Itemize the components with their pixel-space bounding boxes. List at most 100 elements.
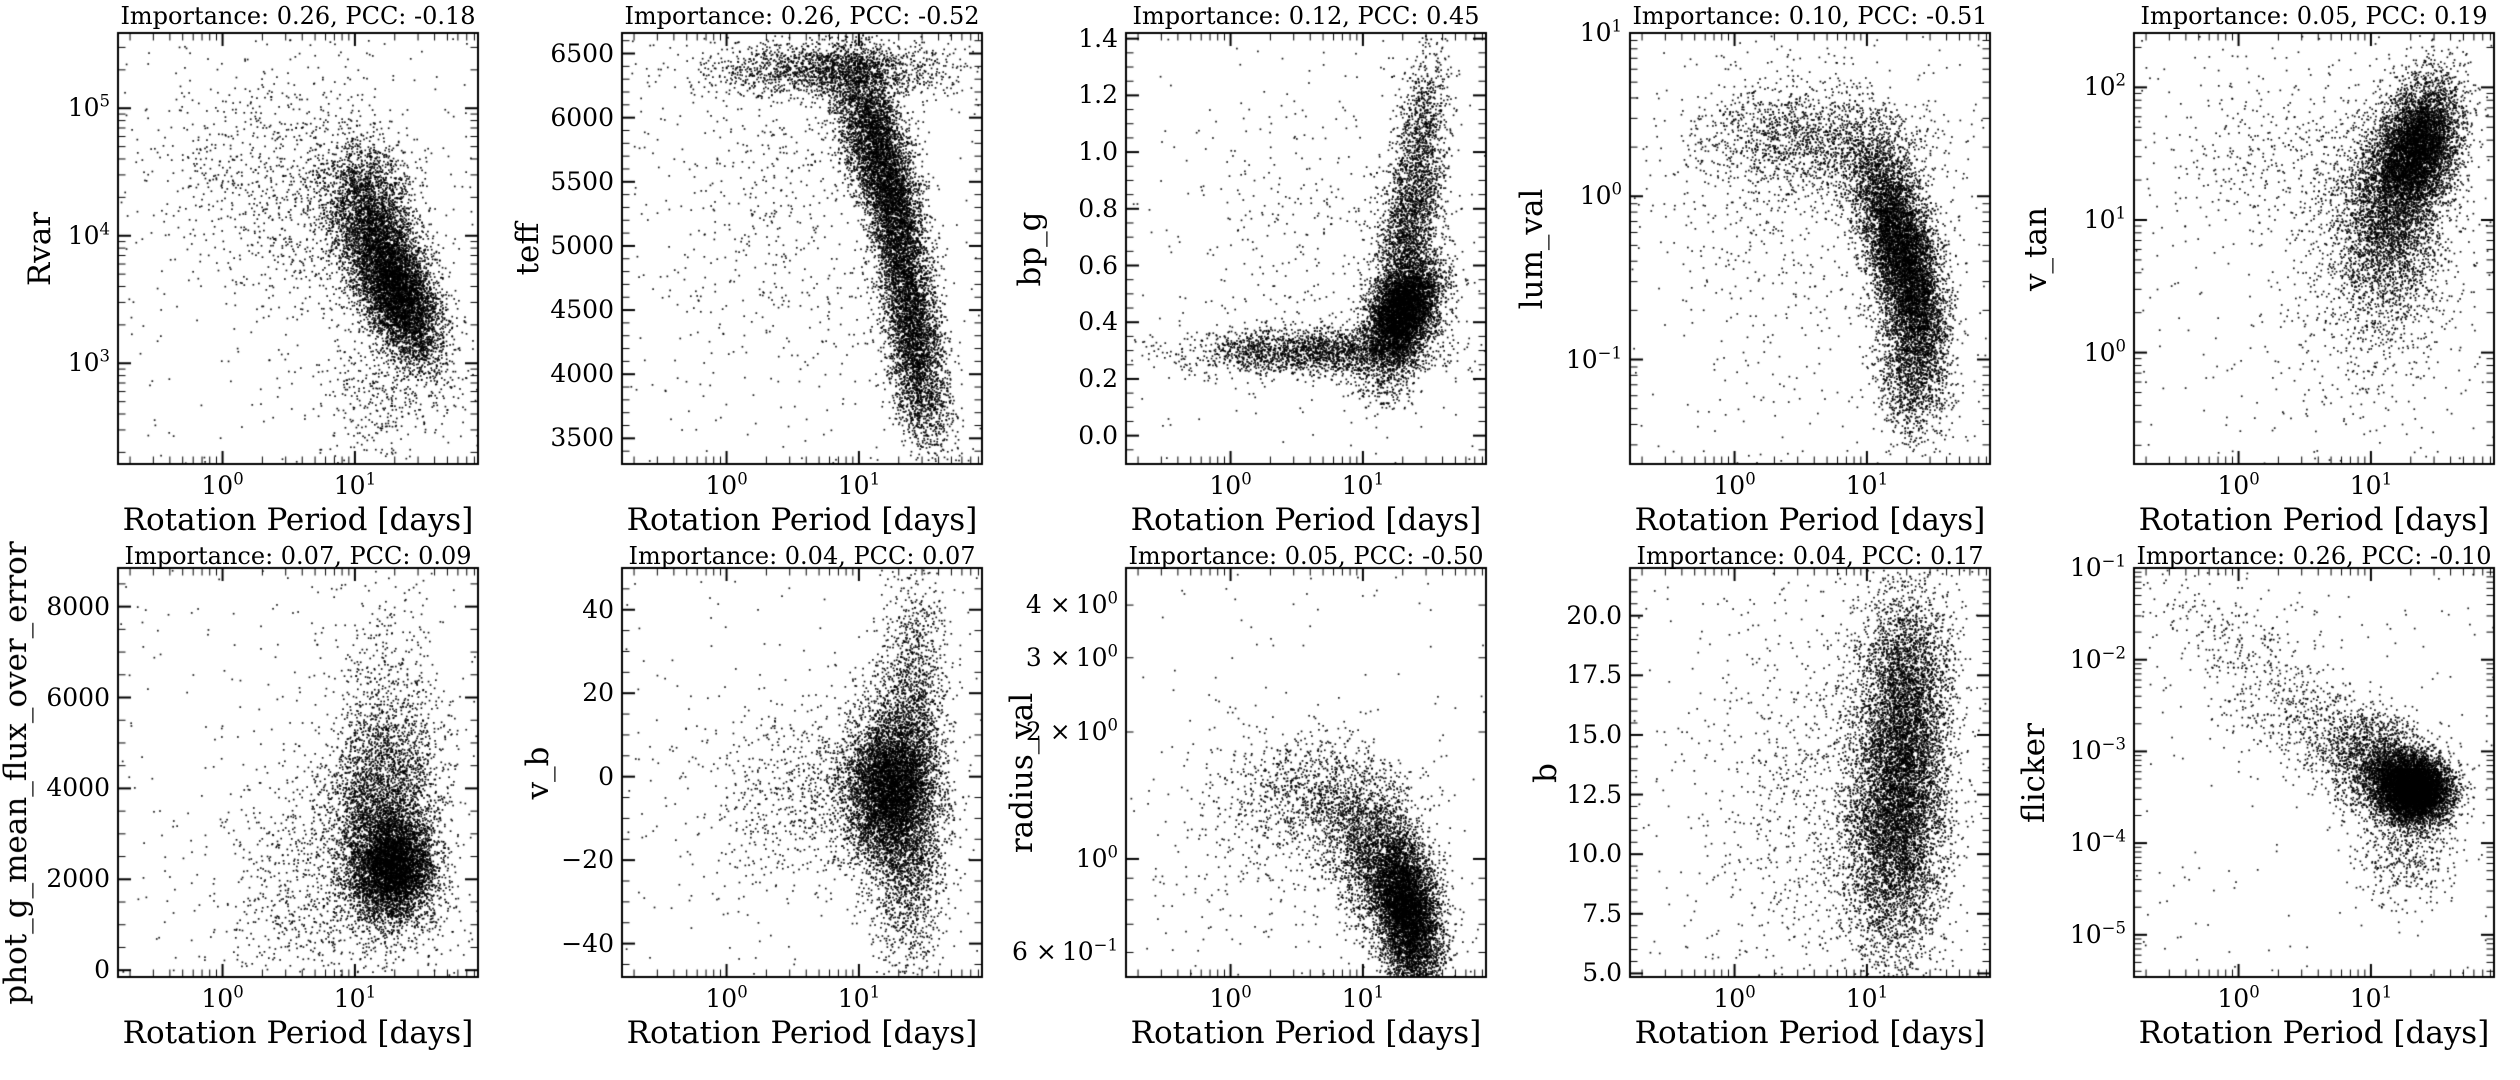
x-axis-label: Rotation Period [days] (122, 1015, 474, 1051)
tick-exponent: 0 (233, 469, 244, 489)
x-axis-label: Rotation Period [days] (1130, 1015, 1482, 1051)
tick-mantissa: 10 (201, 471, 234, 500)
tick-exponent: −1 (1597, 343, 1622, 363)
y-tick-label: 6500 (464, 39, 614, 69)
tick-exponent: 0 (1745, 982, 1756, 1002)
x-tick-label: 100 (178, 471, 268, 501)
tick-exponent: 1 (1611, 16, 1623, 36)
tick-mantissa: 10.0 (1566, 839, 1622, 869)
tick-mantissa: 40 (582, 594, 614, 624)
tick-mantissa: 10 (67, 93, 100, 123)
tick-mantissa: 10 (1209, 984, 1242, 1013)
y-tick-label: 0.4 (968, 307, 1118, 337)
x-tick-label: 100 (682, 471, 772, 501)
tick-mantissa: 10 (1845, 471, 1878, 500)
x-axis-label: Rotation Period [days] (1634, 1015, 1986, 1051)
y-tick-label: −40 (464, 929, 614, 959)
x-tick-label: 100 (1186, 471, 1276, 501)
tick-mantissa: 5000 (550, 230, 614, 260)
tick-exponent: 1 (869, 982, 881, 1002)
tick-exponent: 2 (2115, 71, 2127, 91)
tick-mantissa: 10 (67, 220, 100, 250)
scatter-panel: Importance: 0.26, PCC: -0.10 flicker Rotat… (2016, 540, 2520, 1080)
tick-mantissa: 0.2 (1078, 363, 1118, 393)
tick-mantissa: 6000 (550, 102, 614, 132)
tick-mantissa: 10 (837, 471, 870, 500)
panel-title: Importance: 0.04, PCC: 0.07 (628, 542, 976, 570)
x-tick-label: 101 (814, 984, 904, 1014)
tick-exponent: 1 (365, 982, 377, 1002)
tick-exponent: 0 (1107, 842, 1119, 862)
tick-mantissa: 17.5 (1566, 660, 1622, 690)
x-axis-label: Rotation Period [days] (626, 1015, 978, 1051)
x-tick-label: 101 (814, 471, 904, 501)
y-tick-label: 10−2 (1976, 645, 2126, 675)
tick-mantissa: 15.0 (1566, 719, 1622, 749)
tick-mantissa: 10 (1579, 18, 1612, 47)
x-tick-label: 101 (1822, 471, 1912, 501)
tick-exponent: 0 (1611, 179, 1623, 199)
tick-mantissa: 4000 (46, 773, 110, 803)
x-tick-label: 100 (1186, 984, 1276, 1014)
tick-mantissa: 12.5 (1566, 779, 1622, 809)
tick-exponent: 0 (2115, 336, 2127, 356)
x-tick-label: 100 (2194, 471, 2284, 501)
tick-exponent: 1 (2381, 469, 2393, 489)
tick-exponent: 0 (1107, 715, 1119, 735)
tick-mantissa: 10 (2069, 919, 2102, 949)
y-tick-label: 100 (968, 844, 1118, 874)
x-axis-label: Rotation Period [days] (122, 502, 474, 538)
y-tick-label: 101 (1976, 205, 2126, 235)
y-tick-label: 3 × 100 (968, 643, 1118, 673)
x-tick-label: 101 (1318, 471, 1408, 501)
scatter-panel: Importance: 0.10, PCC: -0.51 lum_val Rotat… (1512, 0, 2016, 540)
tick-mantissa: 3500 (550, 423, 614, 453)
y-tick-label: 10−1 (1472, 343, 1622, 375)
x-axis-label: Rotation Period [days] (1634, 502, 1986, 538)
y-tick-label: 104 (0, 221, 110, 251)
y-tick-label: 20 (464, 678, 614, 708)
tick-exponent: 0 (2249, 982, 2260, 1002)
tick-exponent: −1 (1093, 936, 1118, 956)
tick-exponent: 1 (2115, 203, 2127, 223)
y-tick-label: 7.5 (1472, 899, 1622, 929)
tick-mantissa: 10 (1209, 471, 1242, 500)
y-tick-label: 0.6 (968, 251, 1118, 281)
tick-exponent: 1 (1877, 469, 1889, 489)
plot-canvas (2016, 0, 2520, 540)
x-tick-label: 101 (2326, 471, 2416, 501)
x-tick-label: 100 (2194, 984, 2284, 1014)
tick-mantissa: 10 (1713, 471, 1746, 500)
x-tick-label: 100 (178, 984, 268, 1014)
y-tick-label: 0.2 (968, 364, 1118, 394)
tick-mantissa: 10 (1565, 344, 1598, 374)
y-tick-label: 15.0 (1472, 720, 1622, 750)
tick-exponent: −2 (2101, 643, 2126, 663)
panel-title: Importance: 0.12, PCC: 0.45 (1132, 2, 1480, 30)
y-tick-label: 6000 (464, 103, 614, 133)
tick-mantissa: 1.4 (1078, 23, 1118, 53)
panel-title: Importance: 0.05, PCC: 0.19 (2140, 2, 2488, 30)
panel-title: Importance: 0.07, PCC: 0.09 (124, 542, 472, 570)
y-tick-label: 10−1 (1976, 553, 2126, 583)
tick-mantissa: 10 (67, 348, 100, 378)
x-tick-label: 101 (1822, 984, 1912, 1014)
tick-mantissa: 10 (1075, 717, 1108, 747)
y-tick-label: 1.4 (968, 24, 1118, 54)
tick-mantissa: 10 (2069, 644, 2102, 674)
tick-mantissa: 10 (1075, 642, 1108, 672)
y-tick-label: 10−5 (1976, 920, 2126, 950)
tick-mantissa: 0.0 (1078, 420, 1118, 450)
tick-prefix: 4 × (1025, 590, 1071, 620)
plot-canvas (504, 540, 1008, 1080)
tick-mantissa: 10 (2069, 553, 2102, 582)
plot-canvas (1512, 0, 2016, 540)
y-tick-label: 6000 (0, 683, 110, 713)
tick-exponent: 0 (2249, 469, 2260, 489)
y-tick-label: 5.0 (1472, 958, 1622, 988)
tick-mantissa: 5.0 (1582, 958, 1622, 988)
tick-mantissa: 10 (2217, 471, 2250, 500)
y-tick-label: 101 (1472, 18, 1622, 48)
tick-exponent: −1 (2101, 551, 2126, 571)
tick-exponent: 1 (1877, 982, 1889, 1002)
